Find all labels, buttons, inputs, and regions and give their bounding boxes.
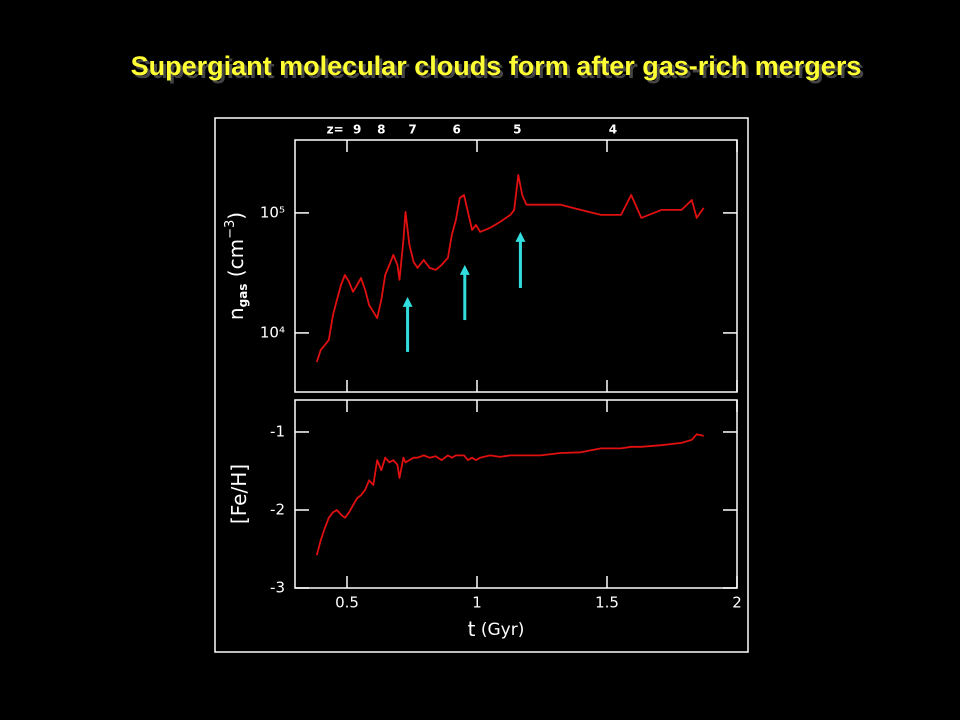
y-label-part: [Fe/H] (227, 464, 251, 524)
arrow-head (459, 264, 470, 275)
top-tick-label: 5 (513, 123, 521, 137)
arrow (402, 296, 413, 352)
y-tick-label: -2 (270, 500, 285, 518)
top-tick-label: 9 (353, 123, 361, 137)
data-line (315, 433, 704, 556)
x-label-part: (Gyr) (475, 620, 524, 640)
x-label-part: t (468, 617, 476, 641)
y-tick-label: -3 (270, 579, 285, 597)
y-axis-label: [Fe/H] (227, 464, 251, 524)
top-axis-label: z= (327, 123, 344, 137)
y-label-part: −3 (223, 220, 238, 239)
x-tick-label: 1.5 (595, 594, 619, 612)
title-shadow: Supergiant molecular clouds form after g… (134, 54, 865, 84)
top-tick-label: 8 (377, 123, 385, 137)
y-axis-label: ngas (cm−3) (223, 212, 250, 320)
plot-frame (294, 399, 738, 589)
arrow-head (515, 231, 526, 242)
x-tick-label: 2 (732, 594, 742, 612)
top-tick-label: 6 (453, 123, 461, 137)
plot-frame (294, 139, 738, 393)
arrow-head (402, 296, 413, 307)
y-tick-label: -1 (270, 422, 285, 440)
x-tick-label: 0.5 (335, 594, 359, 612)
top-tick-label: 4 (609, 123, 617, 137)
y-tick-label: 10⁴ (260, 323, 285, 341)
figure-frame (214, 117, 749, 653)
y-label-part: (cm (224, 239, 248, 284)
x-tick-label: 1 (472, 594, 482, 612)
arrow (515, 231, 526, 288)
slide-title: Supergiant molecular clouds form after g… (131, 51, 862, 81)
x-axis-label: t (Gyr) (468, 617, 525, 641)
top-tick-label: 7 (408, 123, 416, 137)
arrow (459, 264, 470, 321)
y-label-part: gas (236, 284, 250, 308)
y-label-part: n (224, 307, 248, 320)
y-tick-label: 10⁵ (260, 203, 285, 221)
data-line (315, 174, 705, 363)
y-label-part: ) (224, 212, 248, 220)
